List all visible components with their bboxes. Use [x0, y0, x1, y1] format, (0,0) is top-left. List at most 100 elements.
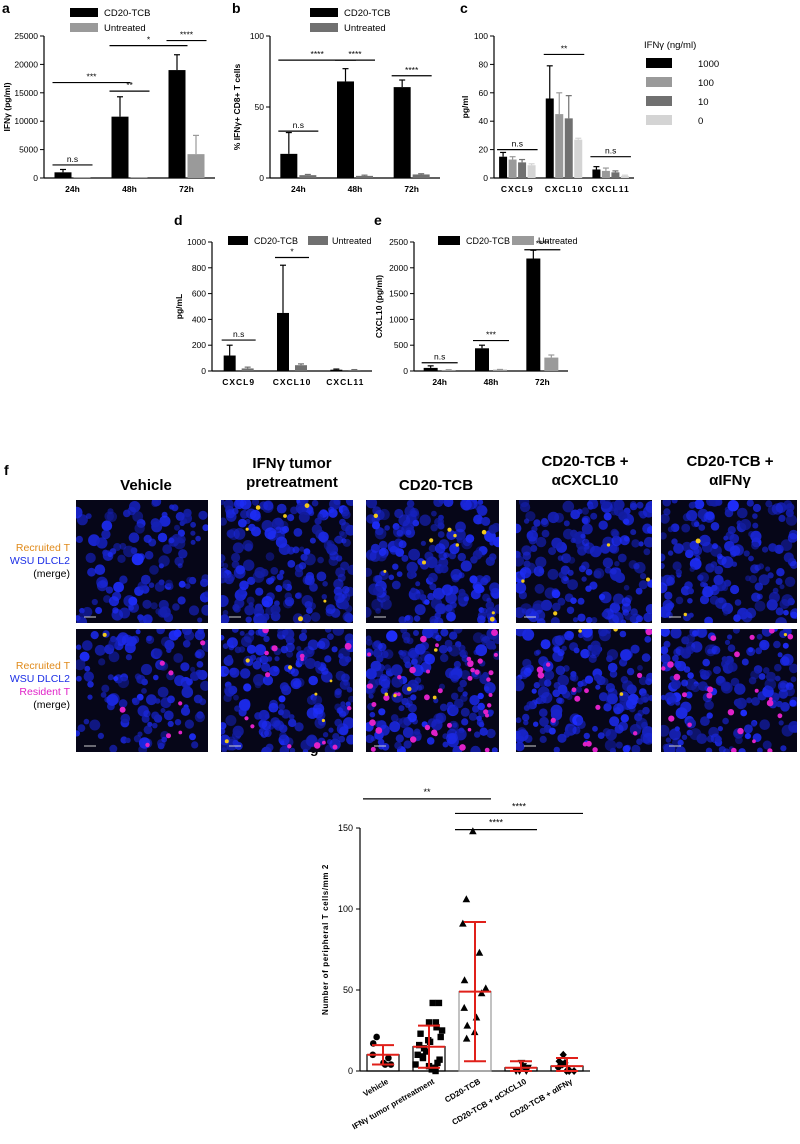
nucleus — [778, 720, 784, 726]
data-point — [420, 1045, 428, 1052]
legend-swatch — [70, 23, 98, 32]
resident-t-cell — [645, 629, 652, 636]
nucleus — [581, 515, 591, 525]
nucleus — [398, 705, 405, 712]
nucleus — [265, 552, 275, 561]
nucleus — [128, 605, 134, 611]
nucleus — [533, 519, 541, 527]
nucleus — [374, 720, 383, 728]
nucleus — [174, 719, 182, 726]
y-tick-label: 150 — [338, 823, 353, 833]
nucleus — [316, 571, 327, 582]
nucleus — [298, 562, 307, 570]
nucleus — [474, 731, 481, 738]
nucleus — [246, 596, 255, 605]
data-point — [460, 976, 469, 984]
nucleus — [82, 640, 93, 651]
x-tick-label: CXCL11 — [592, 184, 630, 194]
nucleus — [700, 716, 710, 726]
nucleus — [699, 534, 711, 547]
nucleus — [221, 722, 227, 730]
x-tick-label: 72h — [535, 377, 550, 387]
bar — [592, 169, 601, 178]
nucleus — [282, 583, 288, 589]
nucleus — [577, 613, 586, 622]
nucleus — [698, 681, 708, 691]
nucleus — [405, 702, 411, 708]
x-tick-label: CXCL11 — [326, 377, 364, 387]
nucleus — [451, 692, 459, 700]
nucleus — [309, 583, 318, 592]
nucleus — [521, 545, 532, 556]
y-tick-label: 25000 — [14, 31, 38, 41]
nucleus — [564, 630, 574, 641]
nucleus — [705, 670, 712, 677]
nucleus — [288, 718, 297, 728]
nucleus — [263, 500, 274, 511]
nucleus — [530, 545, 538, 552]
nucleus — [746, 697, 753, 704]
row-label-wsu: WSU DLCL2 — [9, 555, 70, 567]
nucleus — [585, 568, 593, 576]
nucleus — [233, 566, 246, 579]
nucleus — [160, 708, 166, 713]
nucleus — [609, 602, 621, 613]
nucleus — [419, 594, 427, 601]
nucleus — [775, 578, 783, 585]
nucleus — [758, 673, 766, 680]
resident-t-cell — [313, 742, 321, 749]
nucleus — [316, 640, 326, 649]
nucleus — [233, 500, 245, 510]
nucleus — [132, 511, 144, 522]
nucleus — [202, 524, 208, 532]
panel-letter-a: a — [2, 0, 10, 16]
recruited-t-cell — [695, 538, 701, 544]
resident-t-cell — [633, 731, 638, 736]
nucleus — [518, 591, 527, 600]
recruited-t-cell — [481, 529, 487, 535]
nucleus — [790, 608, 797, 619]
nucleus — [785, 514, 797, 526]
nucleus — [516, 629, 527, 637]
data-point — [472, 1013, 481, 1021]
nucleus — [570, 597, 577, 604]
nucleus — [142, 614, 153, 623]
resident-t-cell — [322, 740, 326, 745]
significance-label: **** — [536, 239, 550, 249]
nucleus — [583, 732, 590, 740]
nucleus — [177, 596, 186, 605]
nucleus — [225, 715, 237, 726]
bar — [423, 367, 438, 371]
nucleus — [516, 582, 527, 594]
nucleus — [479, 673, 490, 685]
nucleus — [229, 667, 237, 676]
nucleus — [572, 726, 581, 735]
nucleus — [681, 734, 688, 740]
nucleus — [670, 629, 682, 639]
nucleus — [741, 658, 749, 666]
column-label-cd20-tcb-acxcl10: CD20-TCB + αCXCL10 — [512, 452, 658, 490]
nucleus — [251, 500, 260, 506]
x-tick-label: IFNγ tumor pretreatment — [351, 1077, 437, 1132]
nucleus — [465, 534, 475, 543]
nucleus — [258, 709, 270, 721]
nucleus — [614, 561, 620, 567]
data-point — [463, 1021, 472, 1029]
nucleus — [576, 716, 583, 724]
nucleus — [376, 655, 384, 663]
bar — [330, 369, 343, 371]
nucleus — [776, 700, 783, 708]
nucleus — [469, 575, 478, 584]
nucleus — [439, 564, 449, 574]
nucleus — [302, 613, 312, 623]
nucleus — [661, 576, 665, 584]
nucleus — [312, 707, 324, 719]
nucleus — [623, 584, 630, 591]
resident-t-cell — [299, 653, 305, 659]
nucleus — [265, 726, 272, 732]
nucleus — [324, 655, 332, 663]
nucleus — [126, 636, 137, 647]
nucleus — [341, 593, 348, 599]
nucleus — [107, 508, 114, 515]
nucleus — [419, 514, 431, 526]
